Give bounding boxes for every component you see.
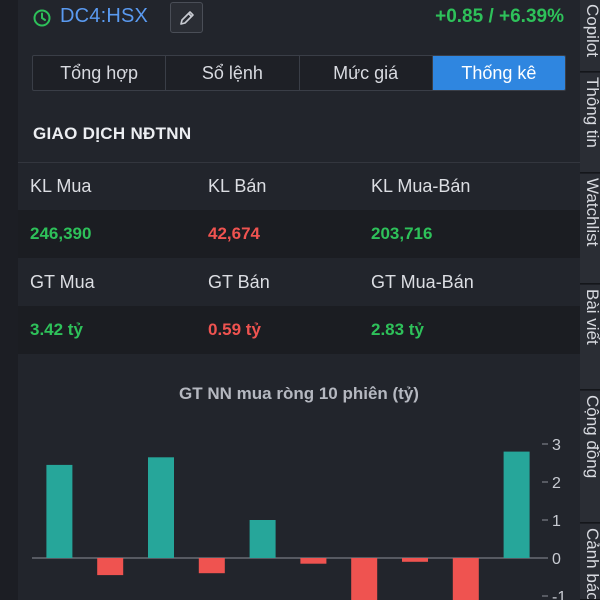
chart-bar[interactable]	[198, 558, 225, 574]
chart-bar[interactable]	[97, 558, 124, 576]
price-change: +0.85 / +6.39%	[435, 6, 564, 27]
section-title: GIAO DỊCH NĐTNN	[33, 124, 192, 143]
gt-buy-label: GT Mua	[30, 271, 95, 292]
y-tick-label: 2	[552, 475, 561, 492]
chart-bar[interactable]	[503, 451, 530, 558]
gt-buy-value: 3.42 tỷ	[30, 320, 83, 339]
y-tick-label: 0	[552, 551, 561, 568]
side-tab-canh-bao[interactable]: Cảnh báo	[580, 524, 600, 600]
side-tab-label: Cộng đồng	[583, 395, 600, 479]
right-side-tabs: Copilot Thông tin Watchlist Bài viết Cộn…	[580, 0, 600, 600]
chart-bar[interactable]	[249, 520, 276, 558]
side-tab-label: Copilot	[583, 4, 600, 57]
chart-title: GT NN mua ròng 10 phiên (tỷ)	[179, 384, 419, 403]
side-tab-label: Thông tin	[583, 77, 600, 148]
gt-sell-label: GT Bán	[208, 271, 270, 292]
y-tick-label: 3	[552, 437, 561, 454]
gt-sell-value: 0.59 tỷ	[208, 320, 261, 339]
edit-symbol-button[interactable]	[170, 2, 203, 33]
gt-net-value: 2.83 tỷ	[371, 320, 424, 339]
kl-sell-value: 42,674	[208, 224, 260, 243]
gt-net-label: GT Mua-Bán	[371, 271, 474, 292]
kl-buy-value: 246,390	[30, 224, 92, 243]
kl-net-label: KL Mua-Bán	[371, 176, 471, 196]
side-tab-label: Bài viết	[583, 289, 600, 345]
side-tab-bai-viet[interactable]: Bài viết	[580, 285, 600, 390]
side-tab-thong-tin[interactable]: Thông tin	[580, 73, 600, 173]
gt-label-row: GT Mua GT Bán GT Mua-Bán	[18, 258, 580, 306]
kl-net-value: 203,716	[371, 224, 433, 243]
y-tick-label: 1	[552, 513, 561, 530]
chart-bar[interactable]	[452, 558, 479, 600]
tab-muc-gia[interactable]: Mức giá	[300, 56, 433, 90]
left-edge-strip	[0, 0, 18, 600]
gt-value-row: 3.42 tỷ 0.59 tỷ 2.83 tỷ	[18, 306, 580, 354]
panel-header: DC4:HSX +0.85 / +6.39%	[18, 0, 580, 40]
y-tick-label: -1	[552, 589, 566, 600]
stock-statistics-panel: DC4:HSX +0.85 / +6.39% Tổng hợp Sổ lệnh …	[18, 0, 580, 600]
tab-so-lenh[interactable]: Sổ lệnh	[166, 56, 300, 90]
tab-tong-hop[interactable]: Tổng hợp	[33, 56, 167, 90]
chart-bar[interactable]	[351, 558, 378, 600]
kl-sell-label: KL Bán	[208, 176, 267, 196]
side-tab-label: Cảnh báo	[583, 528, 600, 600]
kl-value-row: 246,390 42,674 203,716	[18, 210, 580, 258]
kl-label-row: KL Mua KL Bán KL Mua-Bán	[18, 162, 580, 210]
clock-icon	[33, 9, 51, 27]
side-tab-watchlist[interactable]: Watchlist	[580, 174, 600, 284]
side-tab-label: Watchlist	[583, 178, 600, 247]
net-buy-bar-chart: 3 2 1 0 -1	[32, 437, 566, 600]
chart-bar[interactable]	[402, 558, 428, 562]
side-tab-cong-dong[interactable]: Cộng đồng	[580, 391, 600, 523]
stock-symbol[interactable]: DC4:HSX	[60, 5, 149, 27]
panel-tabs: Tổng hợp Sổ lệnh Mức giá Thống kê	[32, 55, 566, 91]
chart-bar[interactable]	[148, 457, 174, 558]
pencil-icon	[180, 11, 194, 25]
tab-thong-ke[interactable]: Thống kê	[432, 56, 565, 90]
side-tab-copilot[interactable]: Copilot	[580, 0, 600, 72]
chart-bar[interactable]	[300, 558, 327, 564]
kl-buy-label: KL Mua	[30, 176, 92, 196]
chart-bar[interactable]	[46, 464, 73, 558]
